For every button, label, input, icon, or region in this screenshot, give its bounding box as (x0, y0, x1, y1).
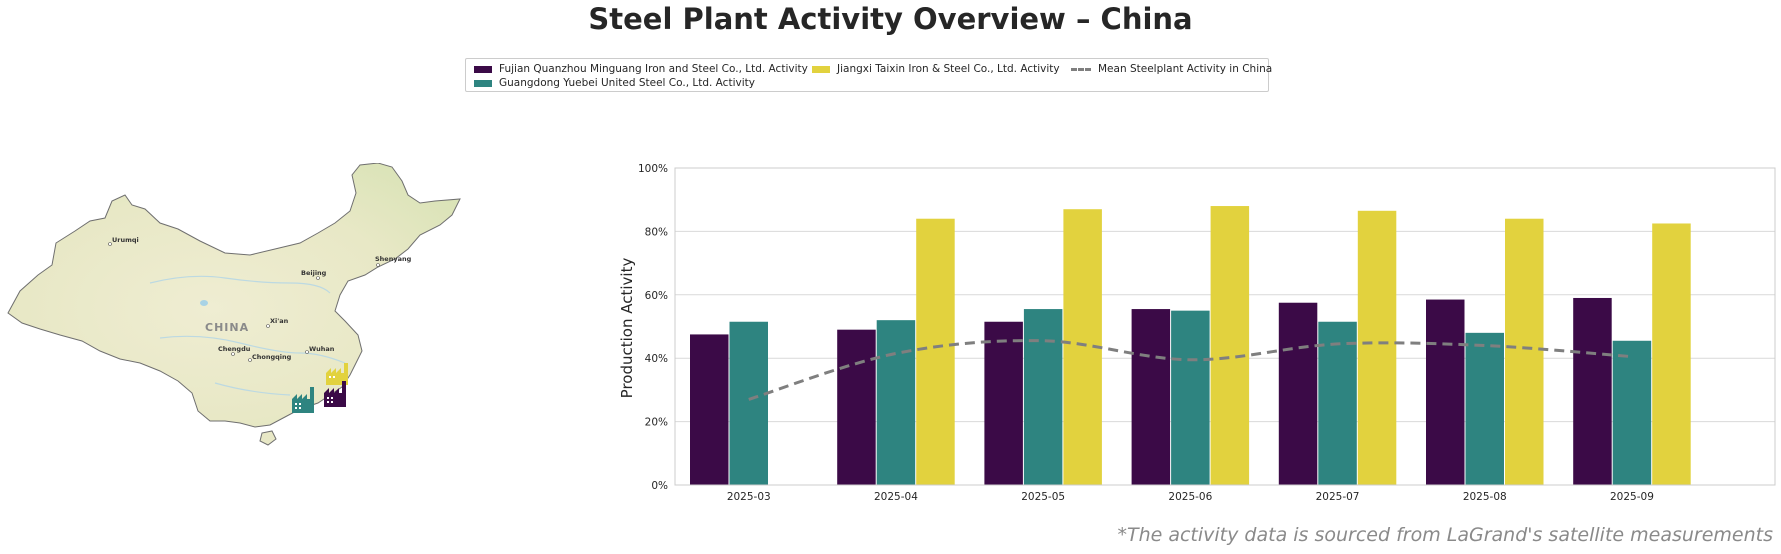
china-outline (7, 163, 461, 428)
x-ticks: 2025-03 2025-04 2025-05 2025-06 2025-07 2025-… (727, 491, 1654, 500)
city-label-chengdu: Chengdu (218, 345, 251, 353)
bar-jiangxi-2025-07 (1357, 210, 1397, 486)
city-label-urumqi: Urumqi (112, 236, 139, 244)
bar-jiangxi-2025-09 (1652, 223, 1691, 485)
bar-guangdong-2025-09 (1612, 340, 1652, 485)
y-axis-title: Production Activity (618, 258, 636, 399)
bar-fujian-2025-03 (690, 334, 729, 485)
bar-chart: 0% 20% 40% 60% 80% 100% 2025-03 2025-04 2025-05… (618, 163, 1776, 500)
legend: Fujian Quanzhou Minguang Iron and Steel … (465, 58, 1272, 92)
city-label-xian: Xi'an (270, 317, 289, 325)
bar-guangdong-2025-08 (1465, 332, 1504, 485)
bar-fujian-2025-07 (1278, 302, 1318, 485)
bar-fujian-2025-08 (1426, 299, 1465, 485)
y-tick-label: 40% (645, 353, 668, 365)
city-label-shenyang: Shenyang (375, 255, 412, 263)
bar-jiangxi-2025-08 (1505, 218, 1544, 485)
lake (200, 300, 208, 306)
bar-fujian-2025-05 (984, 321, 1023, 485)
mean-activity-line (748, 339, 1633, 401)
bar-guangdong-2025-06 (1171, 310, 1210, 485)
legend-item-guangdong: Guangdong Yuebei United Steel Co., Ltd. … (474, 77, 755, 89)
legend-swatch-fujian (474, 65, 492, 73)
bar-fujian-2025-09 (1573, 297, 1612, 485)
bar-jiangxi-2025-04 (916, 218, 955, 485)
city-label-wuhan: Wuhan (309, 345, 335, 353)
y-tick-label: 20% (645, 417, 668, 429)
legend-swatch-mean (1071, 67, 1091, 71)
legend-label-jiangxi: Jiangxi Taixin Iron & Steel Co., Ltd. Ac… (837, 63, 1060, 75)
y-tick-label: 100% (638, 163, 668, 175)
y-tick-label: 80% (645, 226, 668, 238)
legend-label-mean: Mean Steelplant Activity in China (1098, 63, 1273, 75)
factory-icon-fujian (324, 381, 346, 407)
city-label-chongqing: Chongqing (252, 353, 292, 361)
legend-label-fujian: Fujian Quanzhou Minguang Iron and Steel … (499, 63, 808, 75)
footnote: *The activity data is sourced from LaGra… (1117, 524, 1773, 546)
x-tick-label: 2025-09 (1610, 491, 1654, 500)
bar-guangdong-2025-04 (876, 320, 916, 485)
factory-icon-guangdong (292, 387, 314, 413)
mean-line-group (748, 339, 1633, 401)
x-tick-label: 2025-08 (1463, 491, 1507, 500)
y-tick-label: 60% (645, 290, 668, 302)
china-map: CHINA Urumqi Beijing Shenyang Xi'an Chen… (7, 163, 461, 446)
legend-swatch-jiangxi (812, 65, 830, 73)
plot-frame (674, 167, 1776, 486)
y-tick-label: 0% (651, 480, 668, 492)
city-label-beijing: Beijing (301, 269, 327, 277)
bar-jiangxi-2025-06 (1210, 206, 1250, 485)
x-tick-label: 2025-03 (727, 491, 771, 500)
legend-item-mean: Mean Steelplant Activity in China (1071, 63, 1272, 75)
bar-guangdong-2025-05 (1023, 309, 1063, 485)
legend-item-jiangxi: Jiangxi Taixin Iron & Steel Co., Ltd. Ac… (812, 63, 1060, 75)
country-label: CHINA (205, 321, 249, 334)
bar-guangdong-2025-03 (729, 321, 768, 485)
bar-fujian-2025-04 (837, 329, 876, 485)
bar-guangdong-2025-07 (1318, 321, 1357, 485)
legend-item-fujian: Fujian Quanzhou Minguang Iron and Steel … (474, 63, 808, 75)
legend-label-guangdong: Guangdong Yuebei United Steel Co., Ltd. … (499, 77, 755, 89)
chart-title: Steel Plant Activity Overview – China (588, 2, 1193, 36)
legend-swatch-guangdong (474, 79, 492, 87)
x-tick-label: 2025-07 (1316, 491, 1360, 500)
x-tick-label: 2025-04 (874, 491, 918, 500)
hainan-island (259, 430, 277, 446)
x-tick-label: 2025-05 (1021, 491, 1065, 500)
rivers (149, 275, 346, 396)
y-ticks: 0% 20% 40% 60% 80% 100% (638, 163, 668, 492)
x-tick-label: 2025-06 (1168, 491, 1212, 500)
bar-fujian-2025-06 (1131, 309, 1171, 485)
bars (690, 206, 1691, 486)
